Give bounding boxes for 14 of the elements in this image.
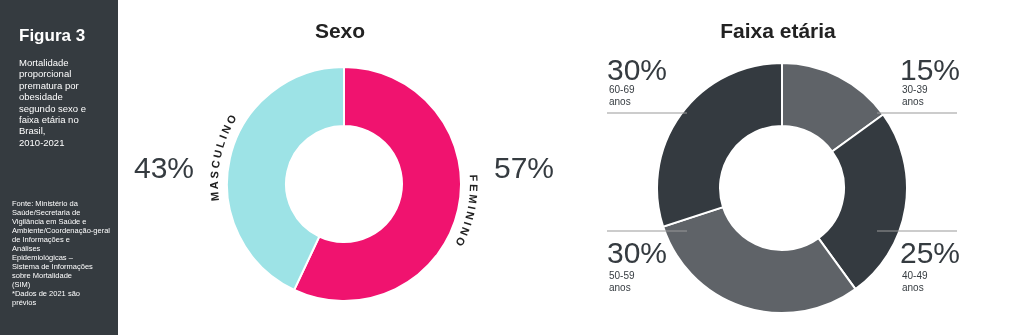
slice-label: 50-59 anos	[609, 270, 636, 293]
chart-title: Faixa etária	[720, 19, 837, 42]
data-label: 43%	[133, 151, 194, 184]
data-label: 57%	[494, 151, 555, 184]
data-label: 30%	[607, 53, 668, 86]
slice-label: 30-39 anos	[902, 84, 929, 107]
text: Figura 3	[19, 26, 86, 45]
slice-label: 60-69 anos	[609, 84, 636, 107]
text: Mortalidade proporcional prematura por obesidade segundo sexo e faixa etária no Brasil, 2010-2021	[19, 57, 87, 148]
data-label: 30%	[607, 236, 668, 269]
slice-label: 40-49 anos	[902, 270, 929, 293]
data-label: 15%	[900, 53, 961, 86]
chart-title: Sexo	[314, 19, 366, 42]
data-label: 25%	[900, 236, 961, 269]
